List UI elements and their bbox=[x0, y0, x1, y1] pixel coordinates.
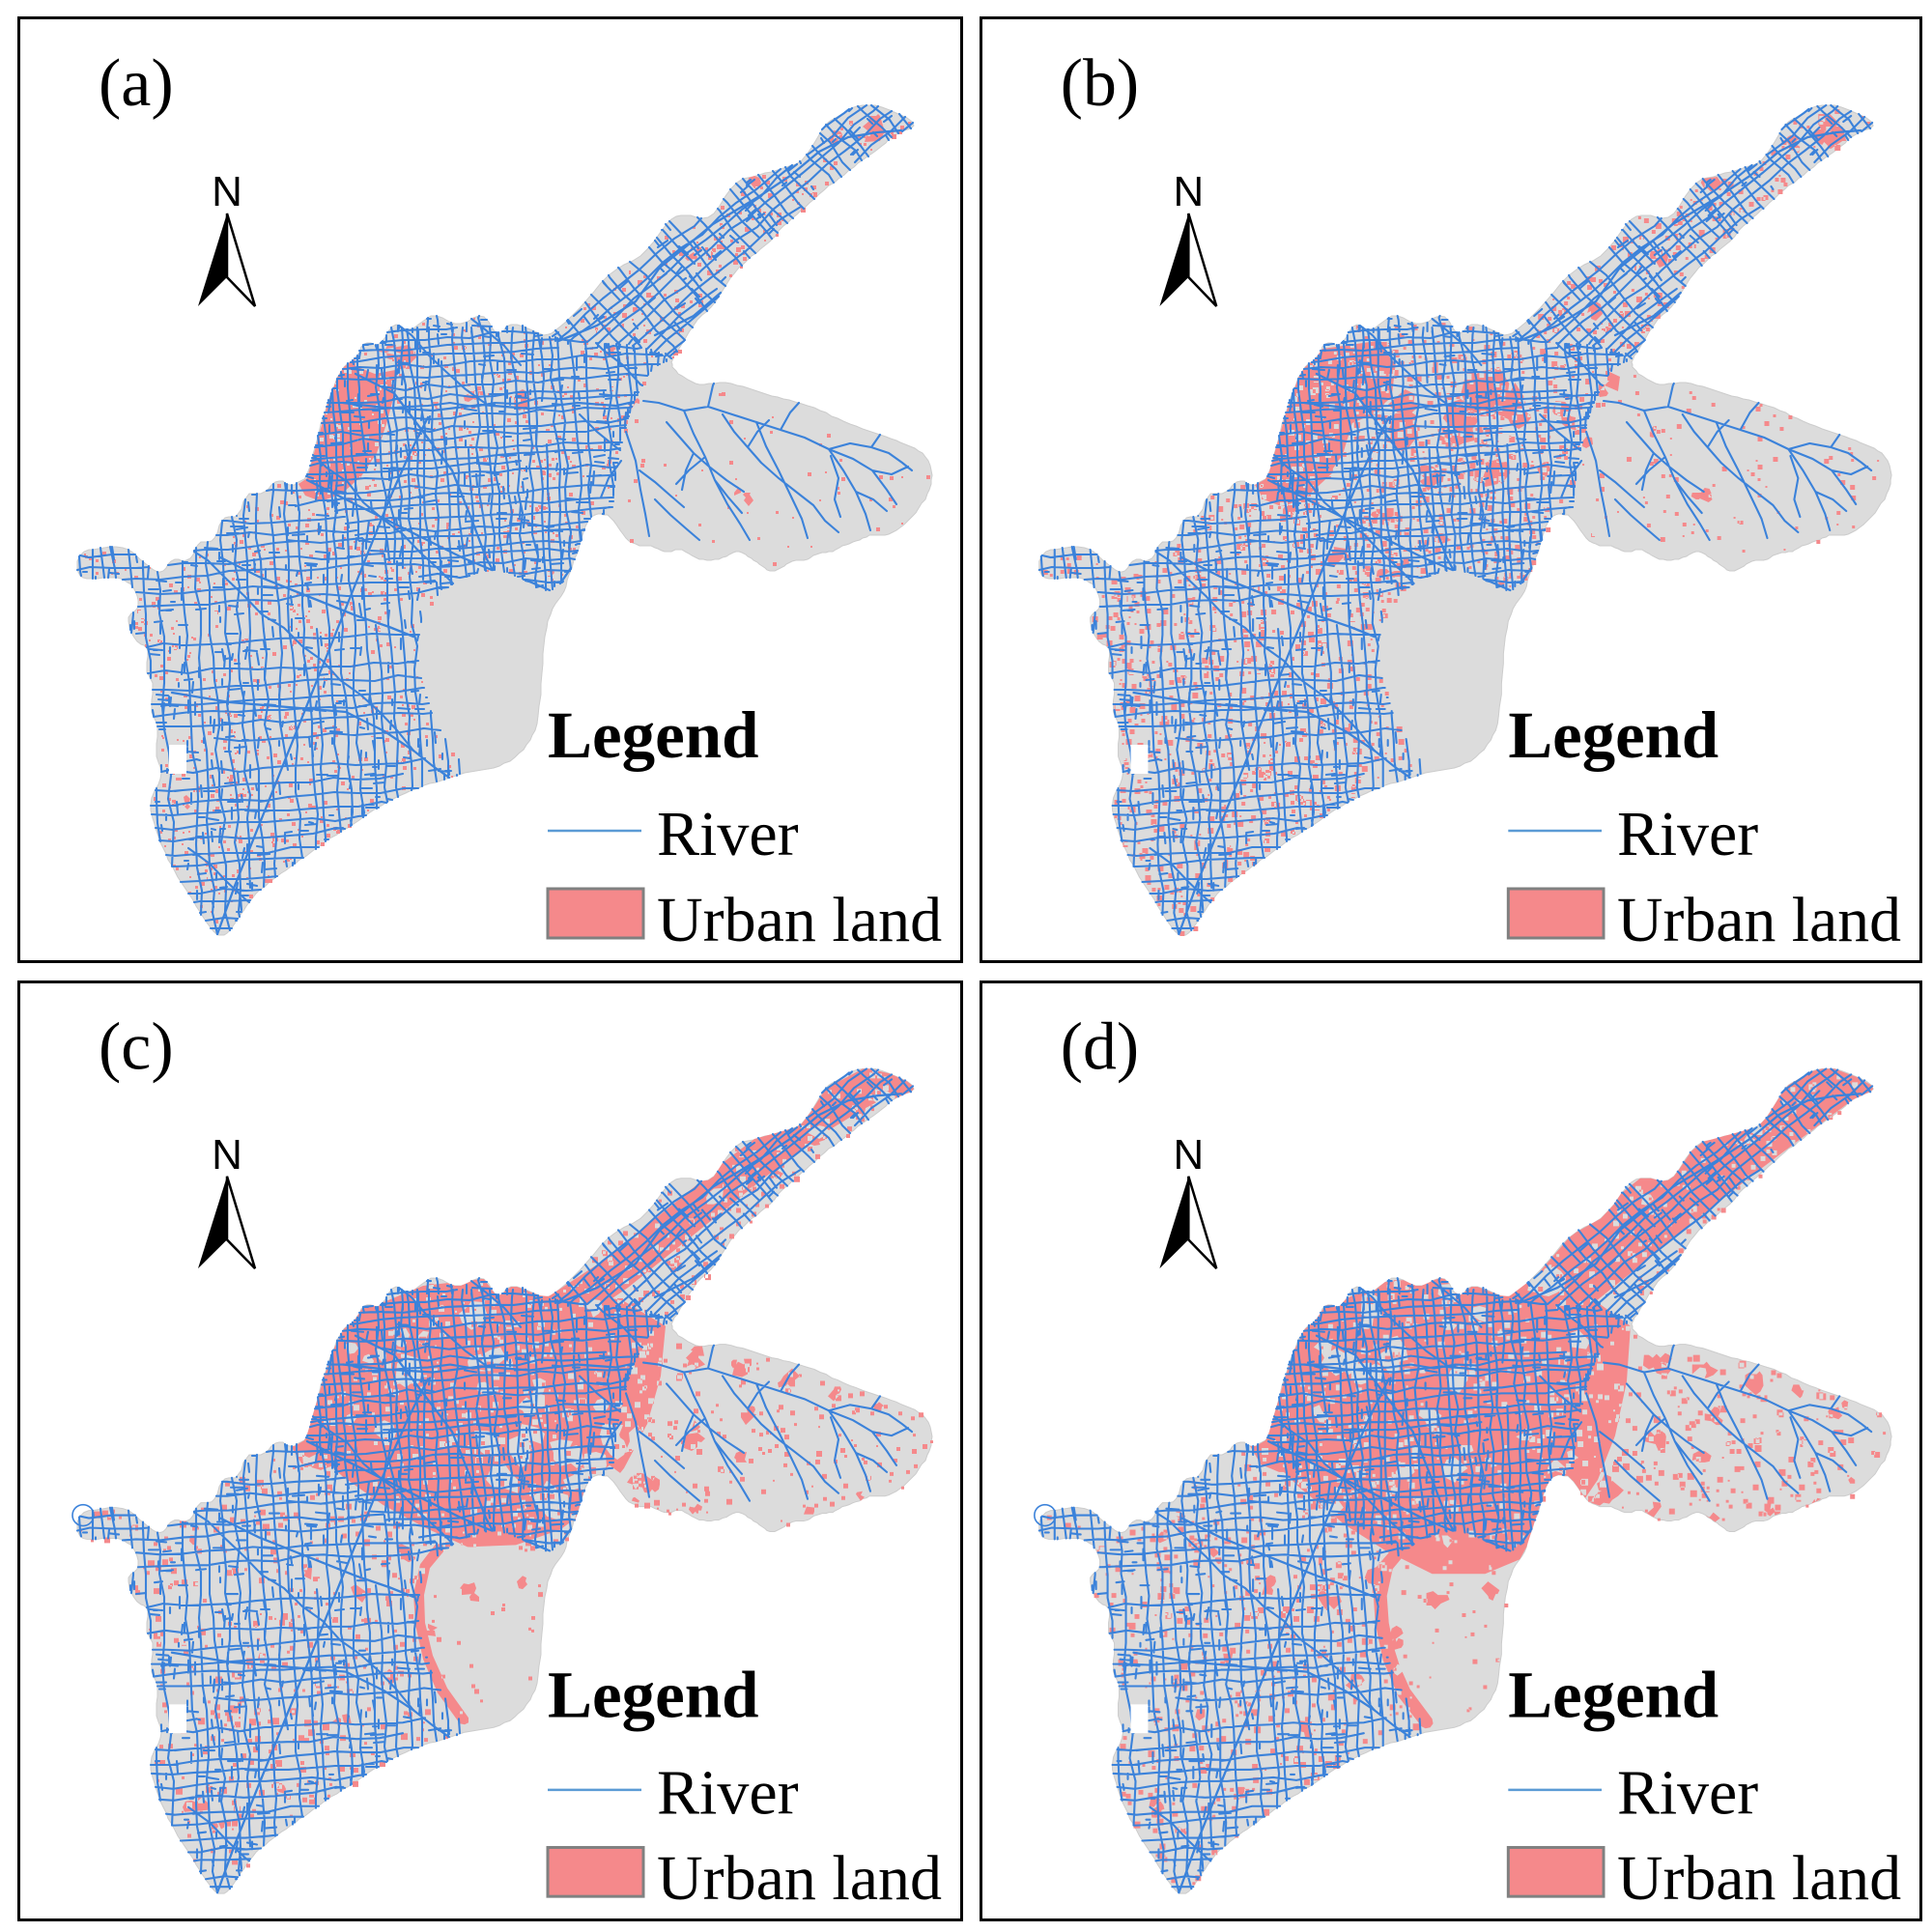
svg-text:Urban land: Urban land bbox=[657, 1843, 942, 1914]
svg-text:N: N bbox=[1173, 168, 1204, 215]
svg-text:(c): (c) bbox=[99, 1010, 174, 1085]
svg-text:River: River bbox=[657, 799, 799, 869]
svg-text:Legend: Legend bbox=[548, 698, 759, 772]
svg-text:River: River bbox=[1617, 799, 1758, 869]
svg-text:Legend: Legend bbox=[1508, 698, 1719, 772]
svg-text:River: River bbox=[1617, 1758, 1758, 1829]
svg-text:Legend: Legend bbox=[548, 1658, 758, 1731]
svg-text:Urban land: Urban land bbox=[1617, 885, 1901, 955]
svg-text:N: N bbox=[1173, 1131, 1204, 1179]
svg-text:River: River bbox=[657, 1758, 799, 1829]
svg-text:N: N bbox=[212, 1131, 242, 1179]
svg-text:N: N bbox=[212, 168, 242, 215]
svg-text:(d): (d) bbox=[1061, 1010, 1139, 1085]
svg-text:Urban land: Urban land bbox=[657, 885, 942, 955]
svg-text:Urban land: Urban land bbox=[1617, 1843, 1901, 1914]
svg-text:Legend: Legend bbox=[1508, 1658, 1719, 1731]
svg-text:(a): (a) bbox=[99, 46, 174, 121]
svg-text:(b): (b) bbox=[1061, 46, 1139, 121]
